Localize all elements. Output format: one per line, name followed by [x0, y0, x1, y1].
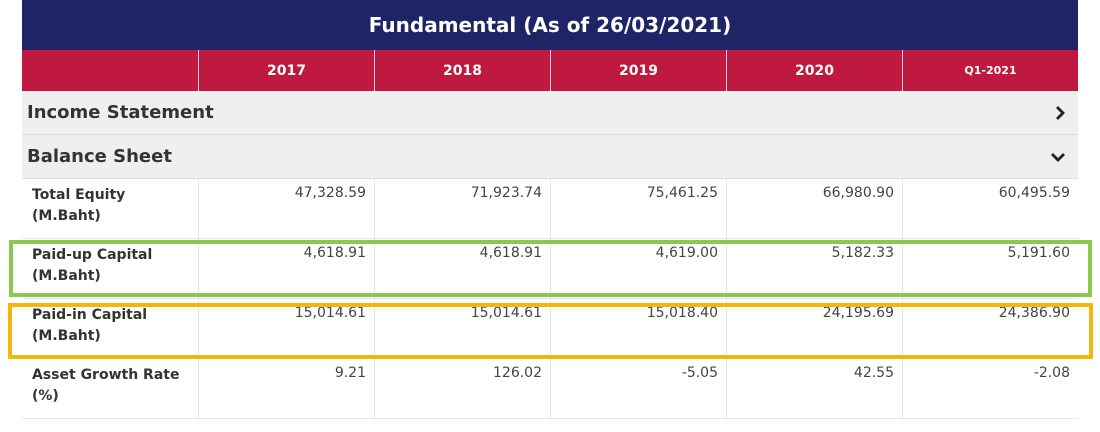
row-label: Paid-in Capital (M.Baht) — [22, 299, 198, 358]
row-label: Asset Growth Rate (%) — [22, 359, 198, 418]
value-cell: 15,014.61 — [198, 299, 374, 358]
header-2018: 2018 — [374, 50, 550, 91]
value-cell: 47,328.59 — [198, 179, 374, 238]
value-cell: 15,018.40 — [550, 299, 726, 358]
table-row-paid-in-capital: Paid-in Capital (M.Baht) 15,014.61 15,014… — [22, 299, 1078, 359]
fundamental-table: Fundamental (As of 26/03/2021) 2017 2018… — [22, 0, 1078, 419]
table-row-paid-up-capital: Paid-up Capital (M.Baht) 4,618.91 4,618.9… — [22, 239, 1078, 299]
row-label-line2: (M.Baht) — [32, 268, 101, 284]
value-cell: 71,923.74 — [374, 179, 550, 238]
value-cell: 66,980.90 — [726, 179, 902, 238]
row-label-line1: Total Equity — [32, 187, 126, 203]
value-cell: -5.05 — [550, 359, 726, 418]
row-label: Paid-up Capital (M.Baht) — [22, 239, 198, 298]
row-label-line1: Asset Growth Rate — [32, 367, 180, 383]
section-balance-sheet[interactable]: Balance Sheet — [22, 135, 1078, 179]
value-cell: 4,618.91 — [198, 239, 374, 298]
row-label-line1: Paid-in Capital — [32, 307, 148, 323]
header-2020: 2020 — [726, 50, 902, 91]
header-2019: 2019 — [550, 50, 726, 91]
value-cell: 5,191.60 — [902, 239, 1078, 298]
header-2017: 2017 — [198, 50, 374, 91]
value-cell: 42.55 — [726, 359, 902, 418]
row-label-line2: (M.Baht) — [32, 208, 101, 224]
section-income-statement[interactable]: Income Statement — [22, 91, 1078, 135]
header-blank-cell — [22, 50, 198, 91]
row-label-line1: Paid-up Capital — [32, 247, 153, 263]
section-label: Balance Sheet — [27, 146, 172, 167]
value-cell: 4,618.91 — [374, 239, 550, 298]
value-cell: 9.21 — [198, 359, 374, 418]
table-title: Fundamental (As of 26/03/2021) — [22, 0, 1078, 50]
row-label-line2: (%) — [32, 388, 59, 404]
value-cell: 4,619.00 — [550, 239, 726, 298]
value-cell: 15,014.61 — [374, 299, 550, 358]
value-cell: 24,195.69 — [726, 299, 902, 358]
header-q1-2021: Q1-2021 — [902, 50, 1078, 91]
value-cell: 24,386.90 — [902, 299, 1078, 358]
table-row-asset-growth-rate: Asset Growth Rate (%) 9.21 126.02 -5.05 4… — [22, 359, 1078, 419]
year-header-row: 2017 2018 2019 2020 Q1-2021 — [22, 50, 1078, 91]
row-label-line2: (M.Baht) — [32, 328, 101, 344]
value-cell: 5,182.33 — [726, 239, 902, 298]
table-row-total-equity: Total Equity (M.Baht) 47,328.59 71,923.74… — [22, 179, 1078, 239]
value-cell: 75,461.25 — [550, 179, 726, 238]
chevron-down-icon — [1051, 152, 1065, 162]
value-cell: 60,495.59 — [902, 179, 1078, 238]
section-label: Income Statement — [27, 102, 214, 123]
chevron-right-icon — [1056, 105, 1065, 120]
value-cell: -2.08 — [902, 359, 1078, 418]
value-cell: 126.02 — [374, 359, 550, 418]
row-label: Total Equity (M.Baht) — [22, 179, 198, 238]
